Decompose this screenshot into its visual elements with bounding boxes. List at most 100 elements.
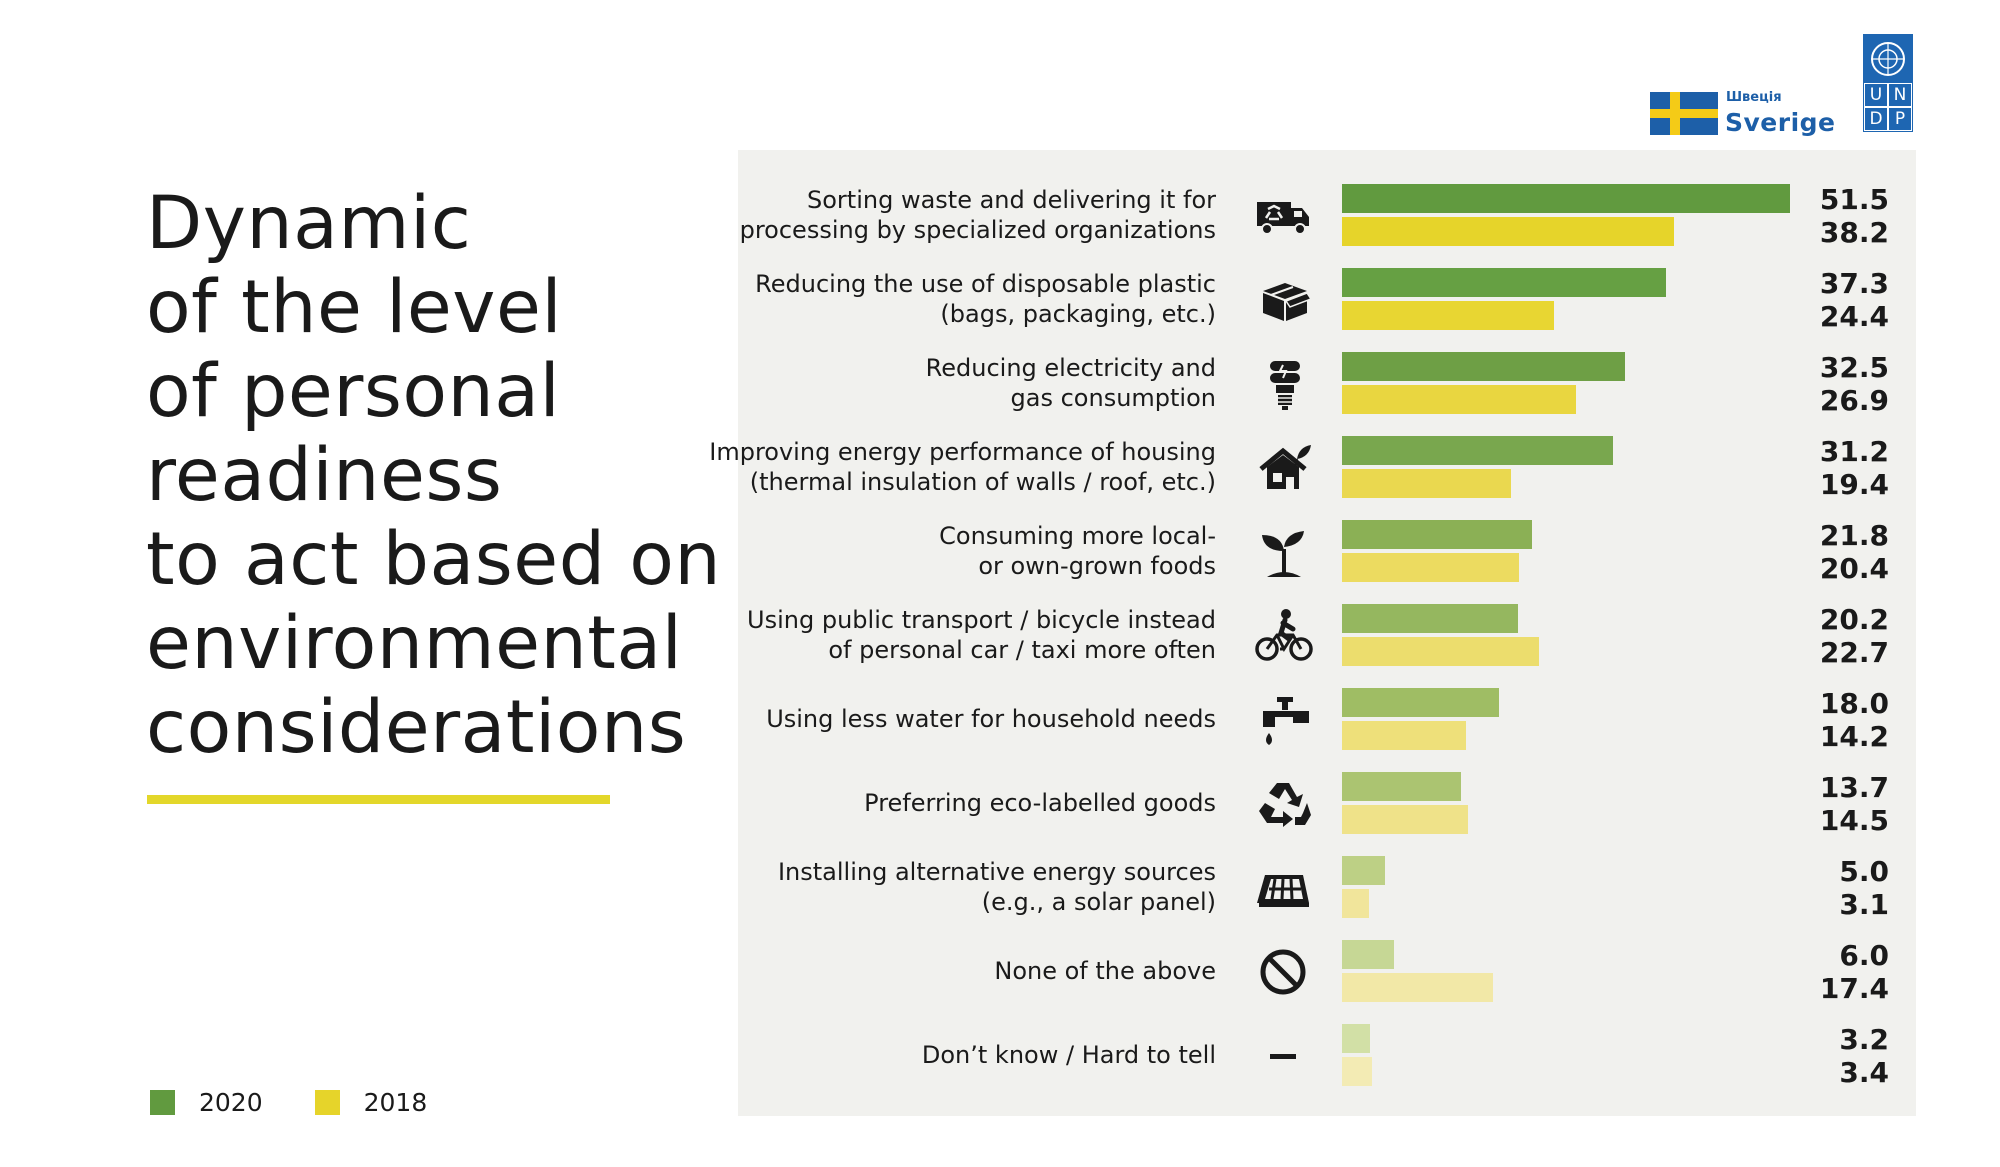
bar-2020 — [1342, 520, 1532, 549]
undp-letter: P — [1888, 107, 1912, 131]
value-label-2020: 21.8 — [1819, 519, 1889, 552]
swedish-flag-icon — [1650, 92, 1718, 135]
category-label-line: (thermal insulation of walls / roof, etc… — [749, 468, 1216, 496]
undp-logo: U N D P — [1863, 34, 1913, 132]
value-label-2018: 19.4 — [1819, 468, 1889, 501]
category-label: Sorting waste and delivering it for proce… — [616, 185, 1216, 245]
category-label-line: Using public transport / bicycle instead — [747, 606, 1216, 634]
legend-item-2020: 2020 — [150, 1088, 263, 1117]
bar-2018 — [1342, 1057, 1372, 1086]
title-underline — [147, 795, 610, 804]
legend-swatch-2018 — [314, 1090, 340, 1115]
bar-2018 — [1342, 385, 1576, 414]
value-label-2018: 22.7 — [1819, 636, 1889, 669]
garbage-truck-icon — [1257, 202, 1309, 235]
value-label-2018: 38.2 — [1819, 216, 1889, 249]
value-label-2020: 32.5 — [1819, 351, 1889, 384]
value-label-2020: 20.2 — [1819, 603, 1889, 636]
category-label: Using public transport / bicycle instead… — [616, 605, 1216, 665]
value-label-2020: 18.0 — [1819, 687, 1889, 720]
sweden-logo: Швеція Sverige — [1650, 60, 1835, 137]
category-label-line: Reducing the use of disposable plastic — [755, 270, 1216, 298]
value-label-2018: 3.1 — [1839, 888, 1889, 921]
sweden-logo-text: Sverige — [1725, 108, 1836, 137]
bar-2020 — [1342, 772, 1462, 801]
value-label-2020: 13.7 — [1819, 771, 1889, 804]
category-label-line: Using less water for household needs — [766, 705, 1216, 733]
category-label: Improving energy performance of housing(… — [616, 437, 1216, 497]
category-label-line: Sorting waste and delivering it for — [807, 186, 1216, 214]
legend-label: 2018 — [363, 1088, 428, 1117]
sprout-icon — [1262, 531, 1304, 577]
legend-item-2018: 2018 — [314, 1088, 428, 1117]
eco-house-icon — [1259, 445, 1311, 489]
undp-letter: D — [1864, 107, 1888, 131]
bar-2018 — [1342, 973, 1494, 1002]
category-label-line: processing by specialized organizations — [739, 216, 1216, 244]
bar-2020 — [1342, 688, 1499, 717]
category-label-line: Installing alternative energy sources — [777, 858, 1216, 886]
value-label-2018: 17.4 — [1819, 972, 1889, 1005]
bar-2020 — [1342, 940, 1395, 969]
value-label-2020: 31.2 — [1819, 435, 1889, 468]
page-title: Dynamic of the level of personal readine… — [146, 181, 722, 770]
value-label-2020: 37.3 — [1819, 267, 1889, 300]
solar-panel-icon — [1257, 875, 1309, 907]
bar-2018 — [1342, 217, 1675, 246]
title-line: Dynamic — [146, 181, 472, 266]
bar-2020 — [1342, 604, 1518, 633]
bar-2018 — [1342, 805, 1469, 834]
bar-2020 — [1342, 856, 1386, 885]
legend: 2020 2018 — [150, 1088, 479, 1117]
category-label-line: None of the above — [994, 957, 1216, 985]
bar-2020 — [1342, 352, 1625, 381]
value-label-2018: 14.2 — [1819, 720, 1889, 753]
dash-icon — [1270, 1054, 1296, 1059]
category-label-line: of personal car / taxi more often — [828, 636, 1216, 664]
category-label: Preferring eco-labelled goods — [616, 788, 1216, 818]
category-label-line: Preferring eco-labelled goods — [864, 789, 1216, 817]
bar-2018 — [1342, 889, 1369, 918]
value-label-2018: 20.4 — [1819, 552, 1889, 585]
cyclist-icon — [1255, 609, 1313, 661]
partner-logos: Швеція Sverige U N D P — [1650, 30, 1920, 137]
value-label-2020: 51.5 — [1819, 183, 1889, 216]
category-label: Reducing electricity and gas consumption — [616, 353, 1216, 413]
category-label-line: Consuming more local- — [939, 522, 1216, 550]
bar-2018 — [1342, 301, 1555, 330]
category-label: None of the above — [616, 956, 1216, 986]
category-label: Reducing the use of disposable plastic (b… — [616, 269, 1216, 329]
value-label-2020: 3.2 — [1839, 1023, 1889, 1056]
category-label-line: or own-grown foods — [978, 552, 1216, 580]
title-line: to act based on — [146, 517, 722, 602]
category-label-line: Reducing electricity and — [925, 354, 1216, 382]
title-line: considerations — [146, 685, 687, 770]
sweden-logo-small-text: Швеція — [1726, 90, 1782, 105]
box-icon — [1263, 283, 1313, 321]
bar-2018 — [1342, 469, 1511, 498]
bar-2018 — [1342, 553, 1520, 582]
category-label: Don’t know / Hard to tell — [616, 1040, 1216, 1070]
category-label-line: Improving energy performance of housing — [709, 438, 1216, 466]
bar-2020 — [1342, 1024, 1370, 1053]
title-line: of the level — [146, 265, 563, 350]
category-label-line: Don’t know / Hard to tell — [921, 1041, 1216, 1069]
category-label-line: (bags, packaging, etc.) — [940, 300, 1216, 328]
value-label-2020: 5.0 — [1839, 855, 1889, 888]
value-label-2018: 14.5 — [1819, 804, 1889, 837]
title-line: readiness — [146, 433, 503, 518]
water-tap-icon — [1263, 697, 1309, 745]
prohibited-icon — [1260, 949, 1306, 995]
un-emblem-icon — [1871, 42, 1905, 76]
energy-saving-bulb-icon — [1270, 361, 1300, 410]
undp-letter: U — [1864, 83, 1888, 107]
value-label-2018: 24.4 — [1819, 300, 1889, 333]
undp-letter: N — [1888, 83, 1912, 107]
category-label: Consuming more local-or own-grown foods — [616, 521, 1216, 581]
value-label-2020: 6.0 — [1839, 939, 1889, 972]
category-label: Installing alternative energy sources (e.… — [616, 857, 1216, 917]
bar-2018 — [1342, 637, 1540, 666]
bar-2018 — [1342, 721, 1466, 750]
chart-panel: Sorting waste and delivering it for proce… — [709, 150, 1916, 1116]
legend-label: 2020 — [199, 1088, 263, 1117]
